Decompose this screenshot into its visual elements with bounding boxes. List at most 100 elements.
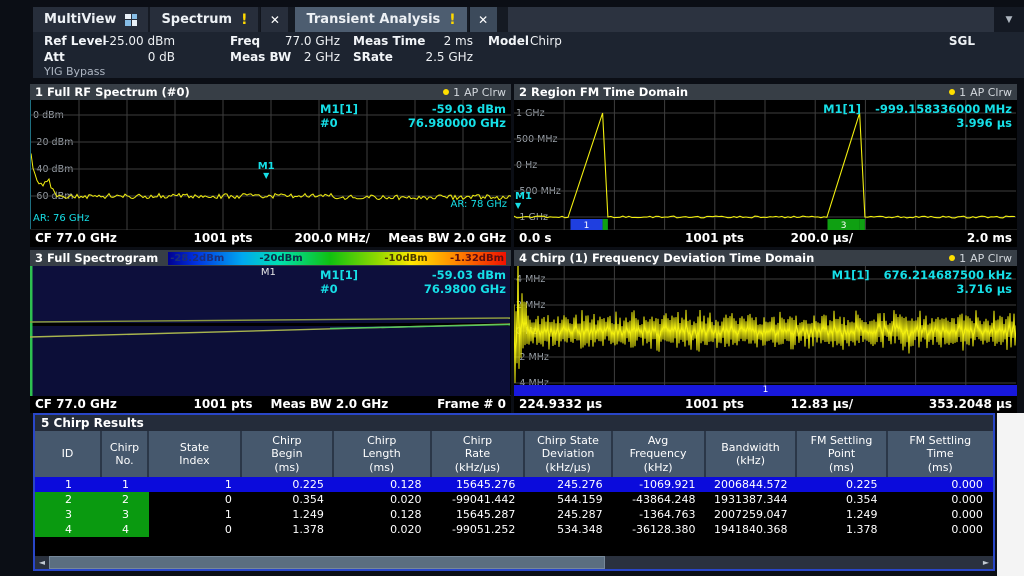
marker-triangle-icon: ▼ <box>254 171 278 180</box>
close-transient-button[interactable]: ✕ <box>469 7 497 32</box>
right-margin <box>997 413 1024 576</box>
footer-scale: 200.0 µs/ <box>791 231 854 245</box>
meas-time-value[interactable]: 2 ms <box>433 34 473 48</box>
table-cell: 0 <box>149 522 242 537</box>
marker-name: M1[1] <box>832 268 870 282</box>
ref-level-value[interactable]: -25.00 dBm <box>105 34 175 48</box>
marker-name: M1[1] <box>320 268 358 282</box>
table-cell: 3 <box>35 507 102 522</box>
freq-value[interactable]: 77.0 GHz <box>278 34 340 48</box>
results-table-body: 1110.2250.12815645.276245.276-1069.92120… <box>35 477 993 537</box>
att-value[interactable]: 0 dB <box>105 50 175 64</box>
column-header: Chirp Rate (kHz/µs) <box>432 431 526 477</box>
panel3-plot-area[interactable]: M1 M1[1]-59.03 dBm#076.9800 GHz <box>30 266 511 396</box>
att-label: Att <box>44 50 65 64</box>
marker-label: M1 <box>515 192 535 201</box>
trace-mode: AP Clrw <box>970 252 1012 265</box>
table-cell: 0.020 <box>334 492 432 507</box>
scroll-right-icon[interactable]: ► <box>979 556 993 569</box>
footer-measbw: Meas BW 2.0 GHz <box>388 231 506 245</box>
table-cell: 2007259.047 <box>706 507 798 522</box>
alert-icon: ! <box>241 12 247 28</box>
table-row[interactable]: 2200.3540.020-99041.442544.159-43864.248… <box>35 492 993 507</box>
table-cell: 1.249 <box>242 507 334 522</box>
marker-readout: M1[1]676.214687500 kHz3.716 µs <box>832 268 1012 296</box>
marker-value: 76.980000 GHz <box>408 116 506 130</box>
table-row[interactable]: 1110.2250.12815645.276245.276-1069.92120… <box>35 477 993 492</box>
table-cell: 0.128 <box>334 507 432 522</box>
panel1-header: 1 Full RF Spectrum (#0) 1AP Clrw <box>30 84 511 100</box>
table-cell: 245.276 <box>525 477 612 492</box>
tab-transient-analysis[interactable]: Transient Analysis ! <box>295 7 466 32</box>
marker-value: 76.9800 GHz <box>424 282 506 296</box>
panel3-footer: CF 77.0 GHz 1001 pts Meas BW 2.0 GHz Fra… <box>30 395 511 413</box>
marker-m1-flag[interactable]: M1 ▼ <box>515 192 535 210</box>
table-cell: 0.354 <box>797 492 887 507</box>
table-cell: 0.354 <box>242 492 334 507</box>
table-cell: 3 <box>102 507 149 522</box>
panel4-plot-area[interactable]: M1[1]676.214687500 kHz3.716 µs 1 4 MHz2 … <box>514 266 1017 396</box>
close-spectrum-button[interactable]: ✕ <box>260 7 288 32</box>
marker-name: #0 <box>320 282 338 296</box>
panel1-title: 1 Full RF Spectrum (#0) <box>35 85 190 99</box>
meas-bw-value[interactable]: 2 GHz <box>278 50 340 64</box>
close-icon: ✕ <box>478 13 488 27</box>
column-header: Chirp Length (ms) <box>334 431 432 477</box>
table-cell: -36128.380 <box>613 522 706 537</box>
trace-info: 1AP Clrw <box>443 86 506 99</box>
tab-transient-label: Transient Analysis <box>306 12 440 27</box>
panel-region-fm-time-domain: 2 Region FM Time Domain 1AP Clrw 13 M1[1… <box>514 84 1017 247</box>
table-cell: -99051.252 <box>432 522 526 537</box>
tab-spectrum[interactable]: Spectrum ! <box>150 7 258 32</box>
column-header: Chirp State Deviation (kHz/µs) <box>525 431 612 477</box>
panel1-plot-area[interactable]: M1[1]-59.03 dBm#076.980000 GHz M1 ▼ AR: … <box>30 100 511 230</box>
marker-name: #0 <box>320 116 338 130</box>
marker-name: M1[1] <box>823 102 861 116</box>
trace-mode: AP Clrw <box>970 86 1012 99</box>
marker-m1-label: M1 <box>261 267 276 278</box>
panel-full-rf-spectrum: 1 Full RF Spectrum (#0) 1AP Clrw M1[1]-5… <box>30 84 511 247</box>
tab-multiview[interactable]: MultiView <box>33 7 148 32</box>
panel2-title: 2 Region FM Time Domain <box>519 85 688 99</box>
scroll-left-icon[interactable]: ◄ <box>35 556 49 569</box>
column-header: FM Settling Time (ms) <box>888 431 993 477</box>
model-value[interactable]: Chirp <box>530 34 562 48</box>
table-cell: 0.128 <box>334 477 432 492</box>
model-label: Model <box>488 34 529 48</box>
marker-m1-flag[interactable]: M1 ▼ <box>254 162 278 180</box>
table-cell: 2 <box>102 492 149 507</box>
column-header: Bandwidth (kHz) <box>706 431 798 477</box>
trace-mode: AP Clrw <box>464 86 506 99</box>
footer-stop: 2.0 ms <box>967 231 1012 245</box>
tab-bar-filler <box>508 7 994 32</box>
table-cell: 0.020 <box>334 522 432 537</box>
yig-bypass-label: YIG Bypass <box>44 65 105 78</box>
horizontal-scrollbar[interactable]: ◄ ► <box>35 556 993 569</box>
tab-dropdown-button[interactable]: ▼ <box>994 7 1024 32</box>
table-cell: 4 <box>35 522 102 537</box>
table-cell: 1 <box>102 477 149 492</box>
footer-cf: CF 77.0 GHz <box>35 231 117 245</box>
footer-scale: 200.0 MHz/ <box>295 231 371 245</box>
chirp-results-window: 5 Chirp Results IDChirp No.State IndexCh… <box>33 413 995 571</box>
trace-dot-icon <box>949 89 955 95</box>
srate-value[interactable]: 2.5 GHz <box>413 50 473 64</box>
table-row[interactable]: 3311.2490.12815645.287245.287-1364.76320… <box>35 507 993 522</box>
table-cell: 1 <box>35 477 102 492</box>
table-cell: -99041.442 <box>432 492 526 507</box>
panel2-plot-area[interactable]: 13 M1[1]-999.158336000 MHz3.996 µs M1 ▼ … <box>514 100 1017 230</box>
table-cell: 0 <box>149 492 242 507</box>
table-cell: -1069.921 <box>613 477 706 492</box>
footer-points: 1001 pts <box>685 397 744 411</box>
table-cell: 4 <box>102 522 149 537</box>
marker-label: M1 <box>254 162 278 171</box>
table-row[interactable]: 4401.3780.020-99051.252534.348-36128.380… <box>35 522 993 537</box>
marker-value: -59.03 dBm <box>432 102 506 116</box>
table-cell: 544.159 <box>525 492 612 507</box>
analysis-region-left: AR: 76 GHz <box>33 213 89 224</box>
table-cell: 0.000 <box>888 477 993 492</box>
scrollbar-thumb[interactable] <box>49 556 605 569</box>
marker-triangle-icon: ▼ <box>515 201 535 210</box>
colorbar-tick: -20dBm <box>259 252 302 265</box>
trace-dot-icon <box>443 89 449 95</box>
